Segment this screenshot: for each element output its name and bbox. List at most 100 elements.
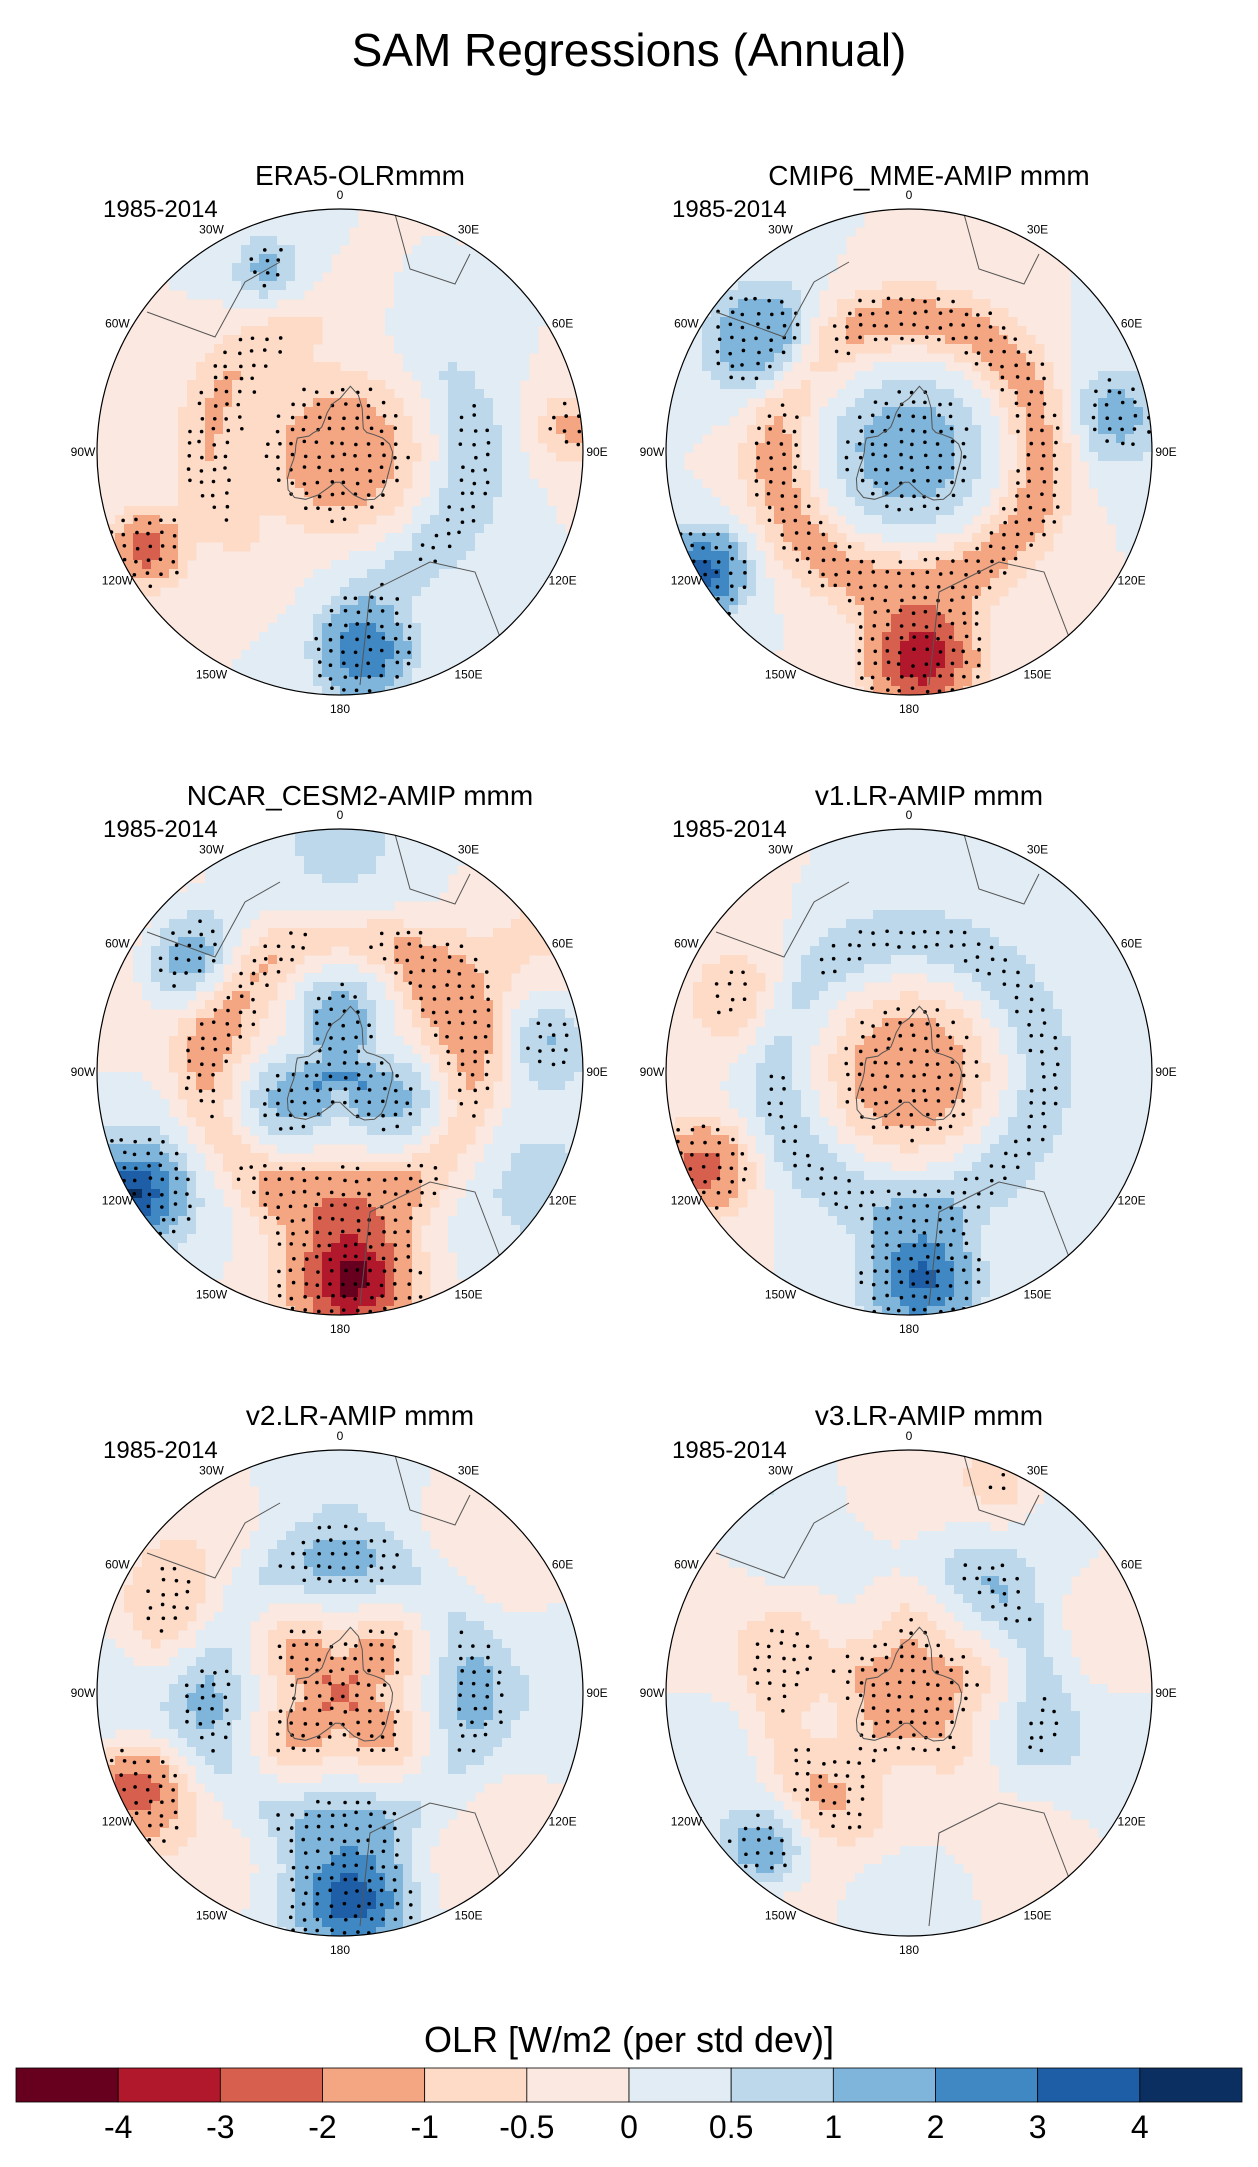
colorbar-box	[832, 2067, 936, 2103]
colorbar: OLR [W/m2 (per std dev)] -4 -3 -2 -1 -0.5 0 0.…	[15, 2019, 1243, 2145]
colorbar-tick-label: -3	[206, 2109, 234, 2145]
colorbar-box	[15, 2067, 119, 2103]
longitude-label: 150E	[454, 668, 482, 682]
colorbar-tick-label: 4	[1131, 2109, 1149, 2145]
longitude-label: 60E	[1121, 1558, 1142, 1572]
panel-title: NCAR_CESM2-AMIP mmm	[187, 780, 533, 811]
longitude-label: 150E	[454, 1909, 482, 1923]
longitude-label: 120E	[549, 1194, 577, 1208]
longitude-label: 90W	[640, 1065, 665, 1079]
colorbar-box	[526, 2067, 630, 2103]
map-boundary	[96, 1449, 584, 1937]
period-label: 1985-2014	[672, 1437, 787, 1464]
longitude-label: 30E	[1027, 222, 1048, 236]
coastlines	[146, 833, 501, 1306]
longitude-label: 90W	[71, 445, 96, 459]
longitude-label: 30E	[458, 1463, 479, 1477]
olr-field	[97, 1450, 583, 1936]
longitude-label: 90E	[586, 445, 607, 459]
colorbar-box	[1139, 2067, 1243, 2103]
colorbar-box	[424, 2067, 528, 2103]
coastlines	[146, 1454, 501, 1927]
longitude-label: 60W	[105, 317, 130, 331]
longitude-label: 120E	[549, 574, 577, 588]
colorbar-box	[1037, 2067, 1141, 2103]
period-label: 1985-2014	[672, 196, 787, 223]
longitude-label: 90E	[586, 1065, 607, 1079]
longitude-label: 60E	[1121, 317, 1142, 331]
map-boundary	[665, 208, 1153, 696]
significance-stipple	[110, 919, 569, 1314]
period-label: 1985-2014	[103, 196, 218, 223]
colorbar-box	[730, 2067, 834, 2103]
panel-title: CMIP6_MME-AMIP mmm	[768, 160, 1090, 191]
longitude-label: 180	[899, 1943, 919, 1957]
longitude-label: 180	[330, 1943, 350, 1957]
significance-stipple	[678, 296, 1151, 694]
longitude-label: 120E	[549, 1815, 577, 1829]
panel-title: v2.LR-AMIP mmm	[246, 1400, 474, 1431]
longitude-label: 180	[899, 702, 919, 716]
significance-stipple	[109, 248, 582, 693]
longitude-label: 90E	[1155, 445, 1176, 459]
longitude-label: 90E	[1155, 1686, 1176, 1700]
longitude-label: 30E	[458, 222, 479, 236]
longitude-label: 30W	[768, 842, 793, 856]
period-label: 1985-2014	[103, 816, 218, 843]
colorbar-box	[117, 2067, 221, 2103]
figure-title: SAM Regressions (Annual)	[352, 24, 907, 76]
longitude-label: 150W	[765, 1909, 797, 1923]
colorbar-tick-label: 1	[824, 2109, 842, 2145]
significance-stipple	[676, 929, 1060, 1314]
longitude-label: 120W	[102, 1815, 134, 1829]
longitude-labels: 0 30E 60E 90E 120E 150E 180 150W 120W 90W 60W 30W	[640, 188, 1177, 716]
longitude-label: 150E	[1023, 1288, 1051, 1302]
panel-title: v3.LR-AMIP mmm	[815, 1400, 1043, 1431]
longitude-label: 150W	[765, 668, 797, 682]
panel-title: ERA5-OLRmmm	[255, 160, 465, 191]
map-boundary	[665, 828, 1153, 1316]
longitude-label: 60W	[674, 937, 699, 951]
colorbar-boxes	[15, 2067, 1243, 2103]
period-label: 1985-2014	[672, 816, 787, 843]
longitude-label: 0	[337, 188, 344, 202]
longitude-label: 0	[337, 808, 344, 822]
longitude-labels: 0 30E 60E 90E 120E 150E 180 150W 120W 90W 60W 30W	[71, 188, 608, 716]
panels: ERA5-OLRmmm 1985-2014 0 30E 60E 90E 120E 150E 18…	[71, 160, 1177, 1957]
longitude-label: 60E	[1121, 937, 1142, 951]
longitude-labels: 0 30E 60E 90E 120E 150E 180 150W 120W 90W 60W 30W	[71, 808, 608, 1336]
olr-field	[666, 209, 1152, 695]
colorbar-tick-label: 0	[620, 2109, 638, 2145]
coastlines	[715, 833, 1070, 1306]
longitude-label: 60W	[674, 1558, 699, 1572]
longitude-label: 30W	[199, 842, 224, 856]
longitude-label: 90E	[1155, 1065, 1176, 1079]
longitude-label: 120E	[1118, 1194, 1146, 1208]
colorbar-tick-label: -1	[410, 2109, 438, 2145]
longitude-label: 150W	[196, 1288, 228, 1302]
longitude-label: 30W	[199, 1463, 224, 1477]
colorbar-label: OLR [W/m2 (per std dev)]	[424, 2019, 834, 2060]
longitude-labels: 0 30E 60E 90E 120E 150E 180 150W 120W 90W 60W 30W	[71, 1429, 608, 1957]
longitude-label: 90W	[640, 445, 665, 459]
longitude-label: 150E	[454, 1288, 482, 1302]
longitude-label: 0	[337, 1429, 344, 1443]
longitude-label: 150E	[1023, 668, 1051, 682]
longitude-label: 120W	[102, 574, 134, 588]
longitude-label: 120E	[1118, 1815, 1146, 1829]
longitude-label: 0	[906, 1429, 913, 1443]
colorbar-tick-label: 3	[1029, 2109, 1047, 2145]
longitude-label: 30W	[199, 222, 224, 236]
panel-title: v1.LR-AMIP mmm	[815, 780, 1043, 811]
longitude-label: 150W	[196, 668, 228, 682]
longitude-label: 180	[330, 702, 350, 716]
longitude-label: 60E	[552, 317, 573, 331]
colorbar-tick-label: -4	[104, 2109, 132, 2145]
map-panel-cesm2: NCAR_CESM2-AMIP mmm 1985-2014 0 30E 60E 90E 12…	[71, 780, 608, 1336]
map-panel-cmip6: CMIP6_MME-AMIP mmm 1985-2014 0 30E 60E 90E 120…	[640, 160, 1177, 716]
map-boundary	[96, 828, 584, 1316]
significance-stipple	[109, 1524, 504, 1935]
longitude-label: 150E	[1023, 1909, 1051, 1923]
longitude-label: 120W	[102, 1194, 134, 1208]
